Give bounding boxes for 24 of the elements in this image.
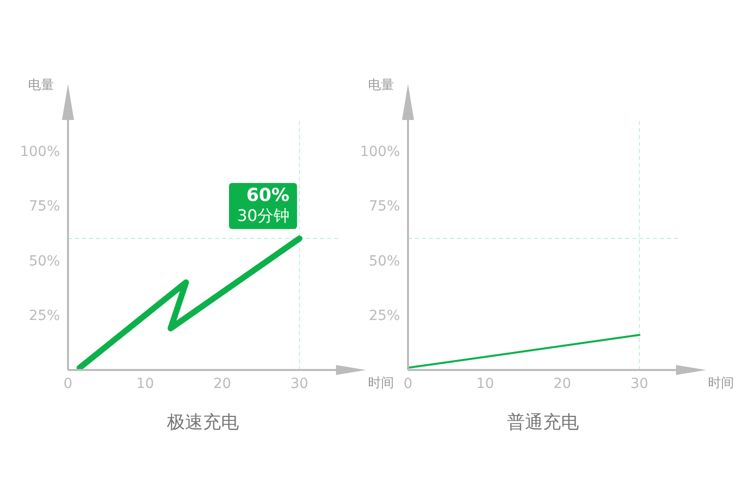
annotation: 30分钟 — [237, 206, 290, 226]
x-axis-title: 时间 — [368, 375, 394, 392]
y-tick-label: 100% — [360, 144, 400, 160]
x-tick-label: 20 — [213, 376, 232, 392]
text: 普通充电 — [506, 411, 580, 434]
text: 极速充电 — [166, 411, 240, 434]
x-tick-label: 20 — [553, 376, 572, 392]
y-tick-label: 50% — [28, 253, 60, 270]
y-axis-title: 电量 — [368, 77, 394, 94]
annotation: 60% — [245, 184, 290, 206]
x-tick-label: 30 — [290, 376, 308, 392]
x-tick-label: 0 — [64, 376, 72, 392]
y-tick-label: 100% — [20, 144, 60, 160]
x-tick-label: 30 — [630, 376, 648, 392]
y-tick-label: 75% — [28, 198, 60, 215]
y-tick-label: 75% — [368, 198, 400, 215]
y-axis-title: 电量 — [28, 77, 54, 94]
x-tick-label: 10 — [476, 376, 494, 392]
x-axis-title: 时间 — [708, 375, 734, 392]
y-tick-label: 25% — [28, 308, 60, 324]
y-tick-label: 50% — [368, 253, 400, 270]
x-tick-label: 0 — [404, 376, 412, 392]
x-tick-label: 10 — [136, 376, 154, 392]
y-tick-label: 25% — [368, 308, 400, 324]
